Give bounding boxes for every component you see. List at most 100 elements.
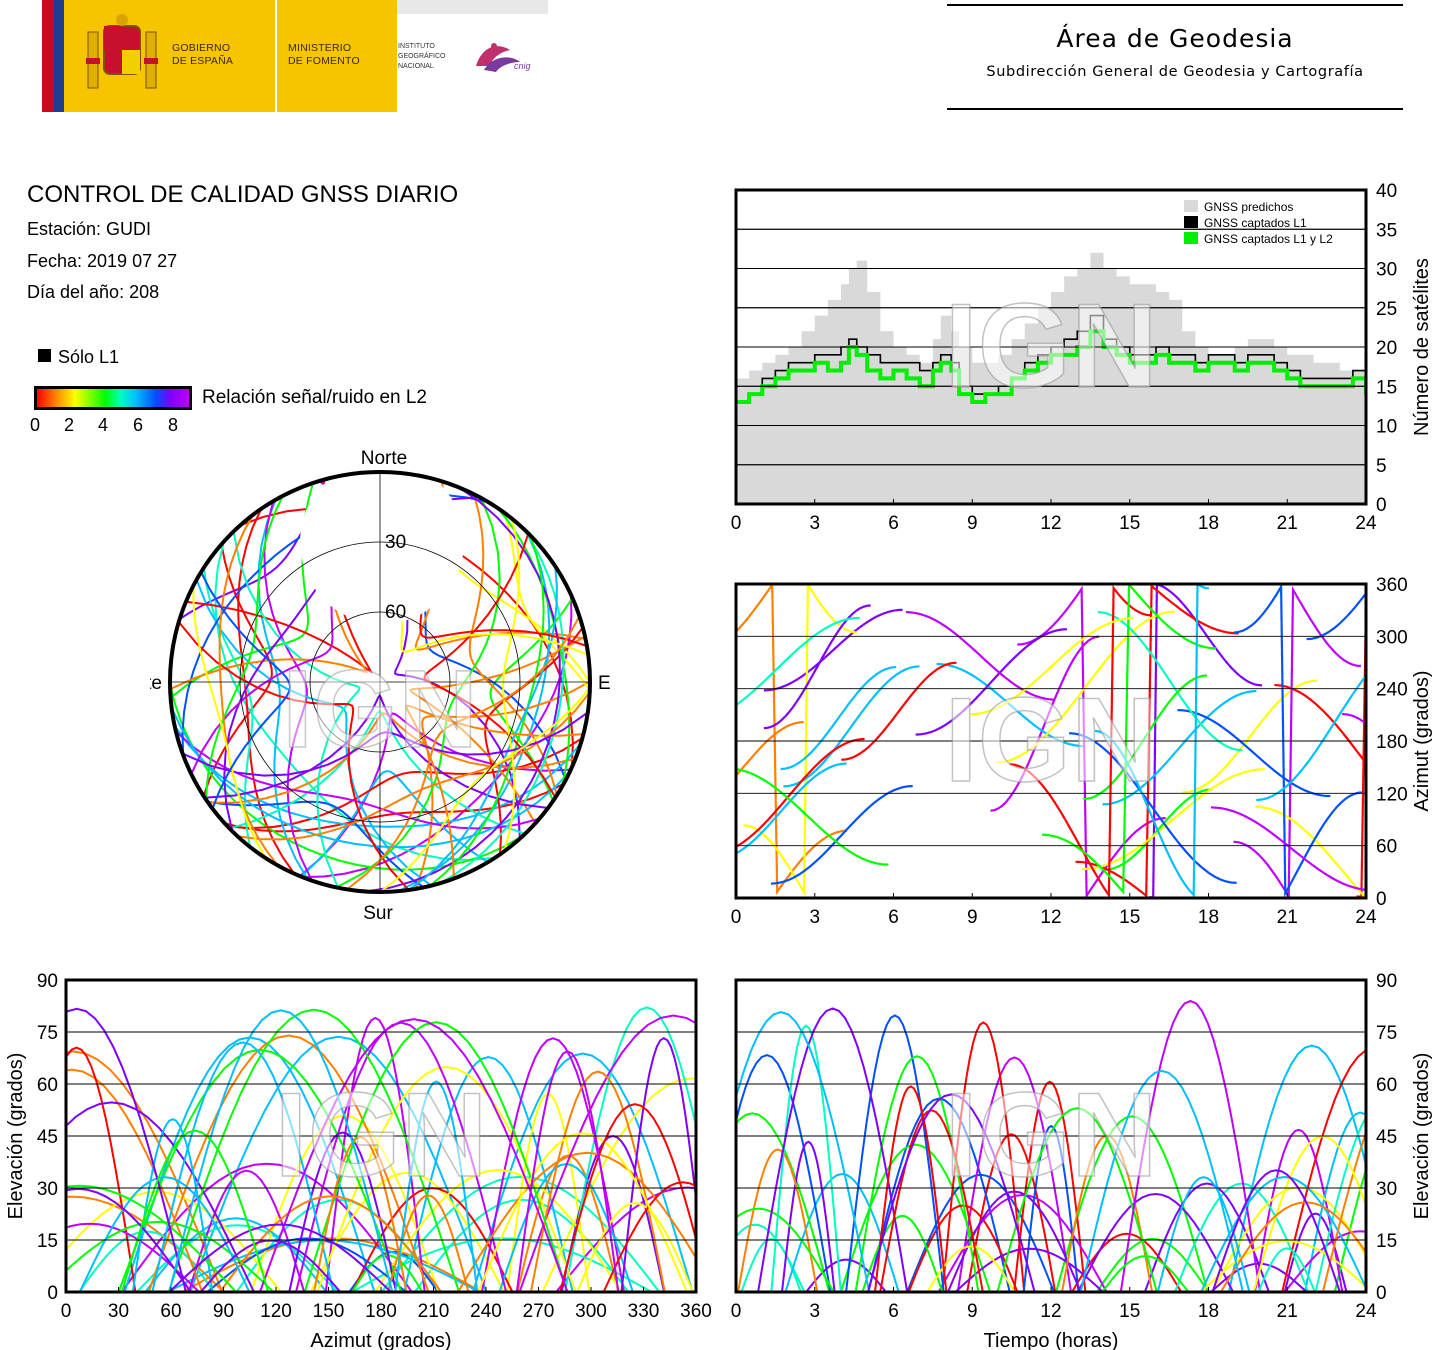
elevation-time-track [937,1193,1108,1292]
y-tick-label: 40 [1376,181,1397,202]
elevation-track [167,1008,461,1292]
x-tick-label: 0 [731,513,742,534]
ign-watermark: IGN [944,1068,1157,1202]
skyplot-track [407,566,558,891]
elevation-track [309,1171,505,1292]
x-tick-label: 120 [260,1301,292,1322]
cnig-label: cnig [514,61,531,71]
elevation-time-track [1321,1129,1366,1292]
legend-swatch [1184,216,1198,228]
y-tick-label: 75 [1376,1023,1397,1044]
elevation-time-track [1156,1176,1251,1292]
direction-south: Sur [363,903,393,924]
elevation-track [576,1202,694,1292]
elevation-time-track [1096,1237,1210,1292]
elevation-time-track [1079,1069,1244,1292]
azimuth-track [905,611,1056,701]
skyplot-track [207,800,425,889]
y-tick-label: 30 [1376,1179,1397,1200]
elevation-time-track [1227,1044,1366,1292]
elevation-time-track [781,1140,836,1292]
azimuth-track [995,610,1175,764]
elevation-time-track [867,1097,1011,1292]
elevation-track [187,1169,306,1292]
x-tick-label: 12 [1040,1301,1061,1322]
elevation-track [144,1217,328,1292]
azimuth-track [1233,584,1363,898]
azimuth-track [1233,585,1361,898]
ign-watermark: IGN [944,279,1157,413]
banner-top-strip [397,0,548,14]
azimuth-track [780,666,897,771]
x-tick-label: 330 [628,1301,660,1322]
y-tick-label: 90 [1376,971,1397,992]
skyplot-track [300,770,489,878]
elevation-track [219,1195,443,1292]
elevation-time-track [1022,1124,1080,1292]
brand-bottom-rule [947,108,1403,110]
elevation-track [620,1037,696,1292]
x-tick-label: 210 [418,1301,450,1322]
elevation-track [313,1135,408,1292]
station-label: Estación: GUDI [27,219,152,239]
azimuth-track [1094,584,1210,898]
elevation-track [259,1018,569,1292]
gov-line1: GOBIERNO [172,42,231,54]
direction-north: Norte [361,448,407,469]
elevation-track [199,1239,342,1292]
ign-watermark: IGN [282,648,478,771]
gov-line2: DE ESPAÑA [172,55,234,67]
elevation-time-track [1210,1262,1308,1292]
min-line1: MINISTERIO [288,42,352,54]
area-title: Área de Geodesia [1056,24,1294,53]
azimuth-track [763,608,903,692]
y-tick-label: 0 [1376,495,1387,516]
y-tick-label: 0 [1376,889,1387,910]
eu-stars-strip [54,0,64,112]
y-tick-label: 10 [1376,417,1397,438]
azimuth-track [770,785,913,885]
elevation-track [66,1195,225,1292]
elevation-track [66,1050,224,1292]
date-label: Fecha: 2019 07 27 [27,251,178,271]
x-tick-label: 300 [575,1301,607,1322]
skyplot-track [503,512,590,691]
elevation-time-track [926,1245,1016,1292]
x-tick-label: 6 [888,1301,899,1322]
skyplot-track [414,680,590,890]
doy-label: Día del año: 208 [27,282,160,302]
skyplot-track [175,730,540,830]
x-tick-label: 15 [1119,907,1140,928]
x-tick-label: 18 [1198,907,1219,928]
azimuth-track [783,665,920,788]
elevation-track [403,1055,574,1292]
colorbar-tick: 8 [168,415,179,435]
elevation-time-track [867,1093,1036,1292]
x-tick-label: 180 [365,1301,397,1322]
azimuth-track [990,635,1100,812]
plot-frame [734,188,1368,506]
elevation-track [168,1223,392,1292]
x-tick-label: 0 [61,1301,72,1322]
header-logos: GOBIERNO DE ESPAÑA MINISTERIO DE FOMENTO… [42,0,548,112]
elevation-time-track [736,1207,835,1292]
x-tick-label: 270 [523,1301,555,1322]
x-tick-label: 3 [809,513,820,534]
y-tick-label: 15 [1376,1231,1397,1252]
elevation-track [602,1181,696,1292]
elevation-time-track [854,1055,980,1292]
azimuth-track [1182,679,1318,794]
ign-line3: NACIONAL [398,63,434,70]
azimuth-track [1081,768,1265,871]
y-tick-label: 30 [37,1179,58,1200]
azimuth-track [969,617,1134,716]
azimuth-track [1255,805,1366,898]
skyplot-track [379,686,590,892]
colorbar-tick: 0 [30,415,41,435]
ign-line1: INSTITUTO [398,43,435,50]
x-axis-label: Tiempo (horas) [984,1330,1119,1350]
elevation-track [66,1187,192,1292]
legend-label: GNSS captados L1 y L2 [1204,232,1333,246]
elevation-time-track [1281,1049,1366,1292]
ring-label: 30 [385,532,406,553]
